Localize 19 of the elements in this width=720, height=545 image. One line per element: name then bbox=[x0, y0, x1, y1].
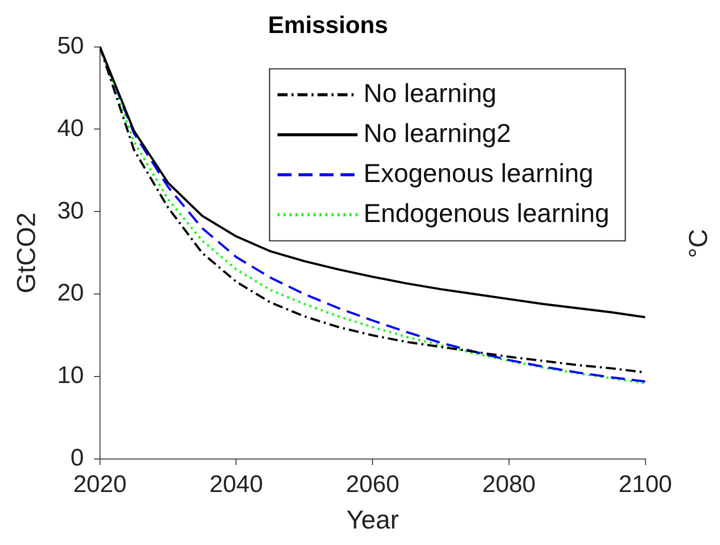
y-tick-label: 30 bbox=[57, 197, 84, 224]
y-tick-label: 0 bbox=[70, 444, 84, 472]
legend-label: No learning bbox=[364, 78, 497, 108]
x-tick-label: 2100 bbox=[618, 471, 672, 498]
chart-title: Emissions bbox=[268, 12, 388, 40]
y-tick-label: 40 bbox=[57, 114, 84, 142]
x-tick-label: 2080 bbox=[482, 471, 536, 498]
text: °C bbox=[683, 228, 714, 258]
y-tick-label: 20 bbox=[57, 280, 84, 307]
legend-label: Exogenous learning bbox=[364, 158, 594, 188]
x-tick-label: 2020 bbox=[73, 471, 127, 498]
legend-label: Endogenous learning bbox=[364, 198, 610, 228]
x-tick-label: 2040 bbox=[210, 471, 263, 498]
x-axis-title: Year bbox=[346, 504, 400, 535]
legend-label: No learning2 bbox=[364, 118, 511, 148]
y-tick-label: 10 bbox=[57, 362, 84, 390]
y-axis-title: GtCO2 bbox=[10, 212, 41, 294]
y-tick-label: 50 bbox=[57, 32, 84, 60]
x-tick-label: 2060 bbox=[346, 471, 400, 498]
